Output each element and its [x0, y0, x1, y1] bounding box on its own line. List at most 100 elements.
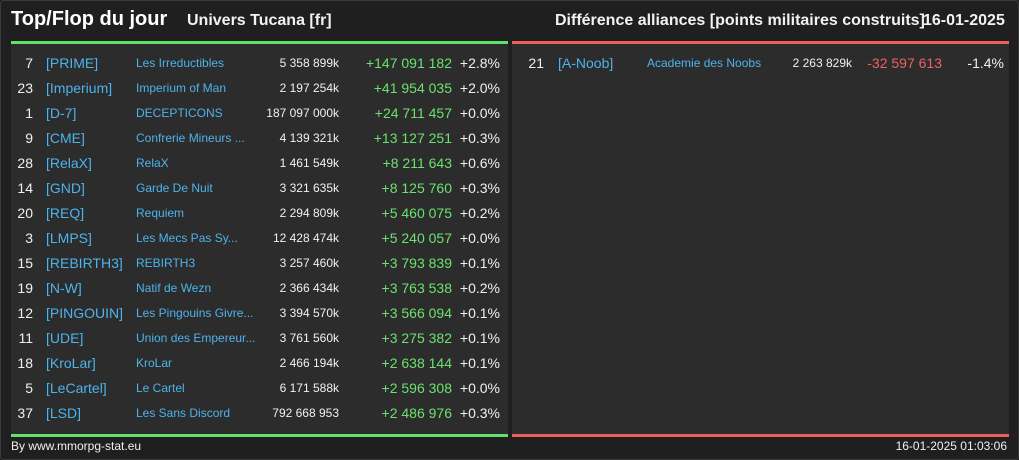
alliance-tag-link[interactable]: [REBIRTH3]	[46, 255, 123, 271]
rank-cell: 20	[17, 205, 33, 221]
difference-cell: -32 597 613	[867, 55, 942, 71]
alliance-name-link[interactable]: Le Cartel	[136, 381, 185, 395]
percent-cell: +0.1%	[459, 255, 500, 271]
rank-cell: 7	[25, 55, 33, 71]
points-cell: 2 197 254k	[279, 81, 339, 95]
alliance-tag-link[interactable]: [KroLar]	[46, 355, 96, 371]
alliance-name-link[interactable]: REBIRTH3	[136, 256, 196, 270]
difference-cell: +5 240 057	[381, 230, 452, 246]
alliance-name-link[interactable]: Les Sans Discord	[136, 406, 231, 420]
table-row: 18 [KroLar] KroLar 2 466 194k +2 638 144 +0.1…	[11, 351, 508, 376]
alliance-tag-link[interactable]: [LMPS]	[46, 230, 92, 246]
alliance-name-link[interactable]: Les Mecs Pas Sy...	[136, 231, 238, 245]
percent-cell: +0.2%	[459, 205, 500, 221]
alliance-tag-link[interactable]: [A-Noob]	[558, 55, 614, 71]
percent-cell: +0.6%	[459, 155, 500, 171]
table-row: 37 [LSD] Les Sans Discord 792 668 953 +2 486…	[11, 401, 508, 426]
difference-cell: +3 566 094	[381, 305, 452, 321]
difference-cell: +8 125 760	[381, 180, 452, 196]
footer-timestamp: 16-01-2025 01:03:06	[895, 439, 1007, 453]
table-row: 28 [RelaX] RelaX 1 461 549k +8 211 643 +0.6%	[11, 151, 508, 176]
points-cell: 2 263 829k	[792, 56, 852, 70]
difference-cell: +2 486 976	[381, 405, 452, 421]
rank-cell: 37	[17, 405, 33, 421]
flop-panel: 21 [A-Noob] Academie des Noobs 2 263 829k -3…	[512, 41, 1009, 437]
alliance-name-link[interactable]: DECEPTICONS	[136, 106, 223, 120]
alliance-tag-link[interactable]: [GND]	[46, 180, 85, 196]
percent-cell: +0.1%	[459, 305, 500, 321]
percent-cell: +0.3%	[459, 130, 500, 146]
points-cell: 2 294 809k	[279, 206, 339, 220]
difference-cell: +3 763 538	[381, 280, 452, 296]
difference-cell: +8 211 643	[382, 155, 452, 171]
points-cell: 4 139 321k	[279, 131, 339, 145]
percent-cell: +0.1%	[459, 330, 500, 346]
alliance-tag-link[interactable]: [LeCartel]	[46, 380, 107, 396]
points-cell: 3 257 460k	[279, 256, 339, 270]
percent-cell: +0.0%	[459, 230, 500, 246]
table-row: 5 [LeCartel] Le Cartel 6 171 588k +2 596 308…	[11, 376, 508, 401]
percent-cell: +0.3%	[459, 180, 500, 196]
alliance-tag-link[interactable]: [PINGOUIN]	[46, 305, 124, 321]
metric-label: Différence alliances [points militaires …	[555, 12, 925, 29]
percent-cell: +0.2%	[459, 280, 500, 296]
alliance-tag-link[interactable]: [RelaX]	[46, 155, 92, 171]
difference-cell: +2 596 308	[381, 380, 452, 396]
alliance-name-link[interactable]: Les Pingouins Givre...	[136, 306, 254, 320]
alliance-name-link[interactable]: Natif de Wezn	[136, 281, 212, 295]
rank-cell: 28	[17, 155, 33, 171]
rank-cell: 1	[25, 105, 33, 121]
percent-cell: -1.4%	[967, 55, 1004, 71]
table-row: 20 [REQ] Requiem 2 294 809k +5 460 075 +0.2%	[11, 201, 508, 226]
rank-cell: 18	[17, 355, 33, 371]
alliance-tag-link[interactable]: [N-W]	[46, 280, 82, 296]
alliance-tag-link[interactable]: [CME]	[46, 130, 85, 146]
alliance-tag-link[interactable]: [D-7]	[46, 105, 77, 121]
difference-cell: +147 091 182	[365, 55, 452, 71]
percent-cell: +2.0%	[459, 80, 500, 96]
percent-cell: +0.1%	[459, 355, 500, 371]
difference-cell: +13 127 251	[373, 130, 452, 146]
table-row: 14 [GND] Garde De Nuit 3 321 635k +8 125 760…	[11, 176, 508, 201]
alliance-name-link[interactable]: RelaX	[136, 156, 169, 170]
points-cell: 6 171 588k	[279, 381, 339, 395]
points-cell: 2 466 194k	[279, 356, 339, 370]
alliance-name-link[interactable]: Academie des Noobs	[647, 56, 762, 70]
table-row: 3 [LMPS] Les Mecs Pas Sy... 12 428 474k +5 2…	[11, 226, 508, 251]
universe-label: Univers Tucana [fr]	[187, 12, 332, 29]
alliance-tag-link[interactable]: [UDE]	[46, 330, 84, 346]
points-cell: 3 321 635k	[279, 181, 339, 195]
table-row: 23 [Imperium] Imperium of Man 2 197 254k +41…	[11, 76, 508, 101]
rank-cell: 19	[17, 280, 33, 296]
difference-cell: +2 638 144	[381, 355, 452, 371]
alliance-name-link[interactable]: KroLar	[136, 356, 173, 370]
percent-cell: +0.0%	[459, 105, 500, 121]
alliance-name-link[interactable]: Requiem	[136, 206, 185, 220]
alliance-name-link[interactable]: Garde De Nuit	[136, 181, 213, 195]
table-row: 9 [CME] Confrerie Mineurs ... 4 139 321k +13…	[11, 126, 508, 151]
points-cell: 3 394 570k	[279, 306, 339, 320]
points-cell: 5 358 899k	[279, 56, 339, 70]
alliance-name-link[interactable]: Les Irreductibles	[136, 56, 225, 70]
page-title: Top/Flop du jour	[11, 8, 168, 30]
percent-cell: +2.8%	[459, 55, 500, 71]
alliance-name-link[interactable]: Imperium of Man	[136, 81, 227, 95]
percent-cell: +0.3%	[459, 405, 500, 421]
table-row: 7 [PRIME] Les Irreductibles 5 358 899k +147 …	[11, 51, 508, 76]
percent-cell: +0.0%	[459, 380, 500, 396]
difference-cell: +3 275 382	[381, 330, 452, 346]
table-row: 21 [A-Noob] Academie des Noobs 2 263 829k -3…	[512, 51, 1009, 76]
alliance-tag-link[interactable]: [PRIME]	[46, 55, 99, 71]
alliance-tag-link[interactable]: [Imperium]	[46, 80, 113, 96]
points-cell: 12 428 474k	[272, 231, 339, 245]
alliance-name-link[interactable]: Union des Empereur...	[136, 331, 256, 345]
points-cell: 2 366 434k	[279, 281, 339, 295]
alliance-tag-link[interactable]: [REQ]	[46, 205, 85, 221]
rank-cell: 21	[528, 55, 544, 71]
alliance-name-link[interactable]: Confrerie Mineurs ...	[136, 131, 245, 145]
table-row: 12 [PINGOUIN] Les Pingouins Givre... 3 394 …	[11, 301, 508, 326]
difference-cell: +41 954 035	[373, 80, 452, 96]
table-row: 15 [REBIRTH3] REBIRTH3 3 257 460k +3 793 839…	[11, 251, 508, 276]
alliance-tag-link[interactable]: [LSD]	[46, 405, 82, 421]
